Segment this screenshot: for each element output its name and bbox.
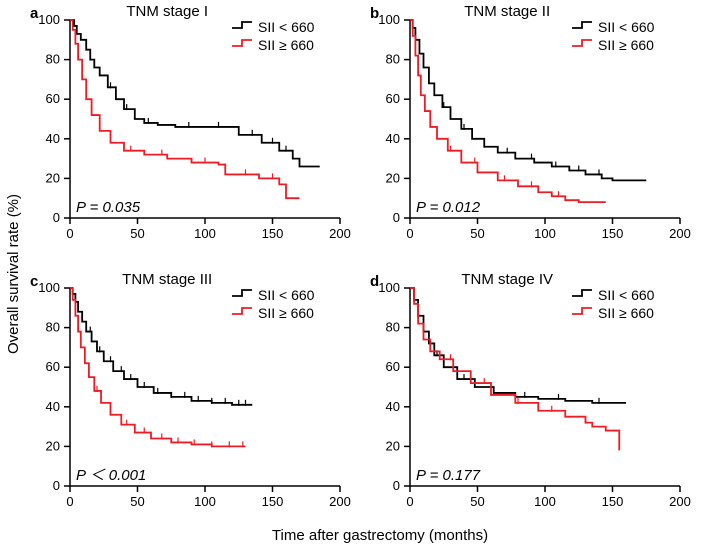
ytick-label: 100 xyxy=(378,280,400,295)
ytick-label: 100 xyxy=(38,280,60,295)
ytick-label: 20 xyxy=(46,438,60,453)
xtick-label: 100 xyxy=(194,494,216,509)
xtick-label: 150 xyxy=(602,226,624,241)
panel-letter: b xyxy=(370,5,379,22)
xtick-label: 100 xyxy=(534,226,556,241)
km-curve xyxy=(410,20,606,202)
km-curve xyxy=(410,288,619,450)
ytick-label: 20 xyxy=(46,170,60,185)
ytick-label: 40 xyxy=(386,131,400,146)
panel-c: 0 20 40 60 80 100 0 50 100 150 200 c TNM stage III SI… xyxy=(22,266,352,514)
p-value: P ＜ 0.001 xyxy=(76,467,146,484)
panel-title: TNM stage I xyxy=(126,3,208,20)
ytick-label: 60 xyxy=(386,359,400,374)
ytick-label: 80 xyxy=(46,52,60,67)
ytick-label: 0 xyxy=(53,210,60,225)
xtick-label: 150 xyxy=(262,226,284,241)
legend: SII < 660 SII ≥ 660 xyxy=(232,19,315,53)
ytick-label: 20 xyxy=(386,170,400,185)
km-figure: Overall survival rate (%) Time after gast… xyxy=(0,0,709,548)
figure-svg: Overall survival rate (%) Time after gast… xyxy=(0,0,709,548)
y-axis-label: Overall survival rate (%) xyxy=(5,194,22,354)
p-value: P = 0.035 xyxy=(76,199,141,216)
panel-d: 0 20 40 60 80 100 0 50 100 150 200 d TNM stage IV SII… xyxy=(362,266,692,514)
legend-label: SII ≥ 660 xyxy=(598,305,654,321)
legend-label: SII < 660 xyxy=(598,287,655,303)
ytick-label: 80 xyxy=(386,52,400,67)
ytick-label: 60 xyxy=(46,91,60,106)
ytick-label: 0 xyxy=(393,478,400,493)
xtick-label: 0 xyxy=(406,494,413,509)
legend: SII < 660 SII ≥ 660 xyxy=(572,19,655,53)
legend: SII < 660 SII ≥ 660 xyxy=(572,287,655,321)
xtick-label: 50 xyxy=(130,226,144,241)
panel-letter: c xyxy=(30,273,38,290)
xtick-label: 100 xyxy=(534,494,556,509)
xtick-label: 200 xyxy=(329,226,351,241)
xtick-label: 100 xyxy=(194,226,216,241)
panel-title: TNM stage III xyxy=(122,271,212,288)
ytick-label: 0 xyxy=(53,478,60,493)
xtick-label: 200 xyxy=(669,226,691,241)
legend-label: SII ≥ 660 xyxy=(258,305,314,321)
xtick-label: 50 xyxy=(130,494,144,509)
panel-letter: d xyxy=(370,273,379,290)
panel-letter: a xyxy=(30,5,39,22)
ytick-label: 60 xyxy=(46,359,60,374)
xtick-label: 150 xyxy=(602,494,624,509)
ytick-label: 40 xyxy=(386,399,400,414)
panel-title: TNM stage IV xyxy=(461,271,553,288)
legend-label: SII < 660 xyxy=(258,287,315,303)
legend-label: SII < 660 xyxy=(258,19,315,35)
ytick-label: 40 xyxy=(46,399,60,414)
legend-label: SII ≥ 660 xyxy=(598,37,654,53)
legend: SII < 660 SII ≥ 660 xyxy=(232,287,315,321)
ytick-label: 40 xyxy=(46,131,60,146)
legend-label: SII < 660 xyxy=(598,19,655,35)
p-value: P = 0.012 xyxy=(416,199,481,216)
panel-title: TNM stage II xyxy=(464,3,550,20)
xtick-label: 200 xyxy=(669,494,691,509)
panel-b: 0 20 40 60 80 100 0 50 100 150 200 b TNM stage II SII… xyxy=(362,0,692,246)
xtick-label: 0 xyxy=(66,226,73,241)
km-curve xyxy=(410,288,626,403)
ytick-label: 100 xyxy=(378,12,400,27)
km-curve xyxy=(70,288,246,446)
ytick-label: 80 xyxy=(386,320,400,335)
xtick-label: 50 xyxy=(470,494,484,509)
xtick-label: 50 xyxy=(470,226,484,241)
ytick-label: 80 xyxy=(46,320,60,335)
xtick-label: 0 xyxy=(66,494,73,509)
p-value: P = 0.177 xyxy=(416,467,481,484)
ytick-label: 20 xyxy=(386,438,400,453)
x-axis-label: Time after gastrectomy (months) xyxy=(272,527,488,544)
ytick-label: 60 xyxy=(386,91,400,106)
xtick-label: 150 xyxy=(262,494,284,509)
xtick-label: 0 xyxy=(406,226,413,241)
ytick-label: 100 xyxy=(38,12,60,27)
panel-a: 0 20 40 60 80 100 0 50 100 150 200 a TNM stage I SII … xyxy=(22,0,352,246)
ytick-label: 0 xyxy=(393,210,400,225)
legend-label: SII ≥ 660 xyxy=(258,37,314,53)
xtick-label: 200 xyxy=(329,494,351,509)
